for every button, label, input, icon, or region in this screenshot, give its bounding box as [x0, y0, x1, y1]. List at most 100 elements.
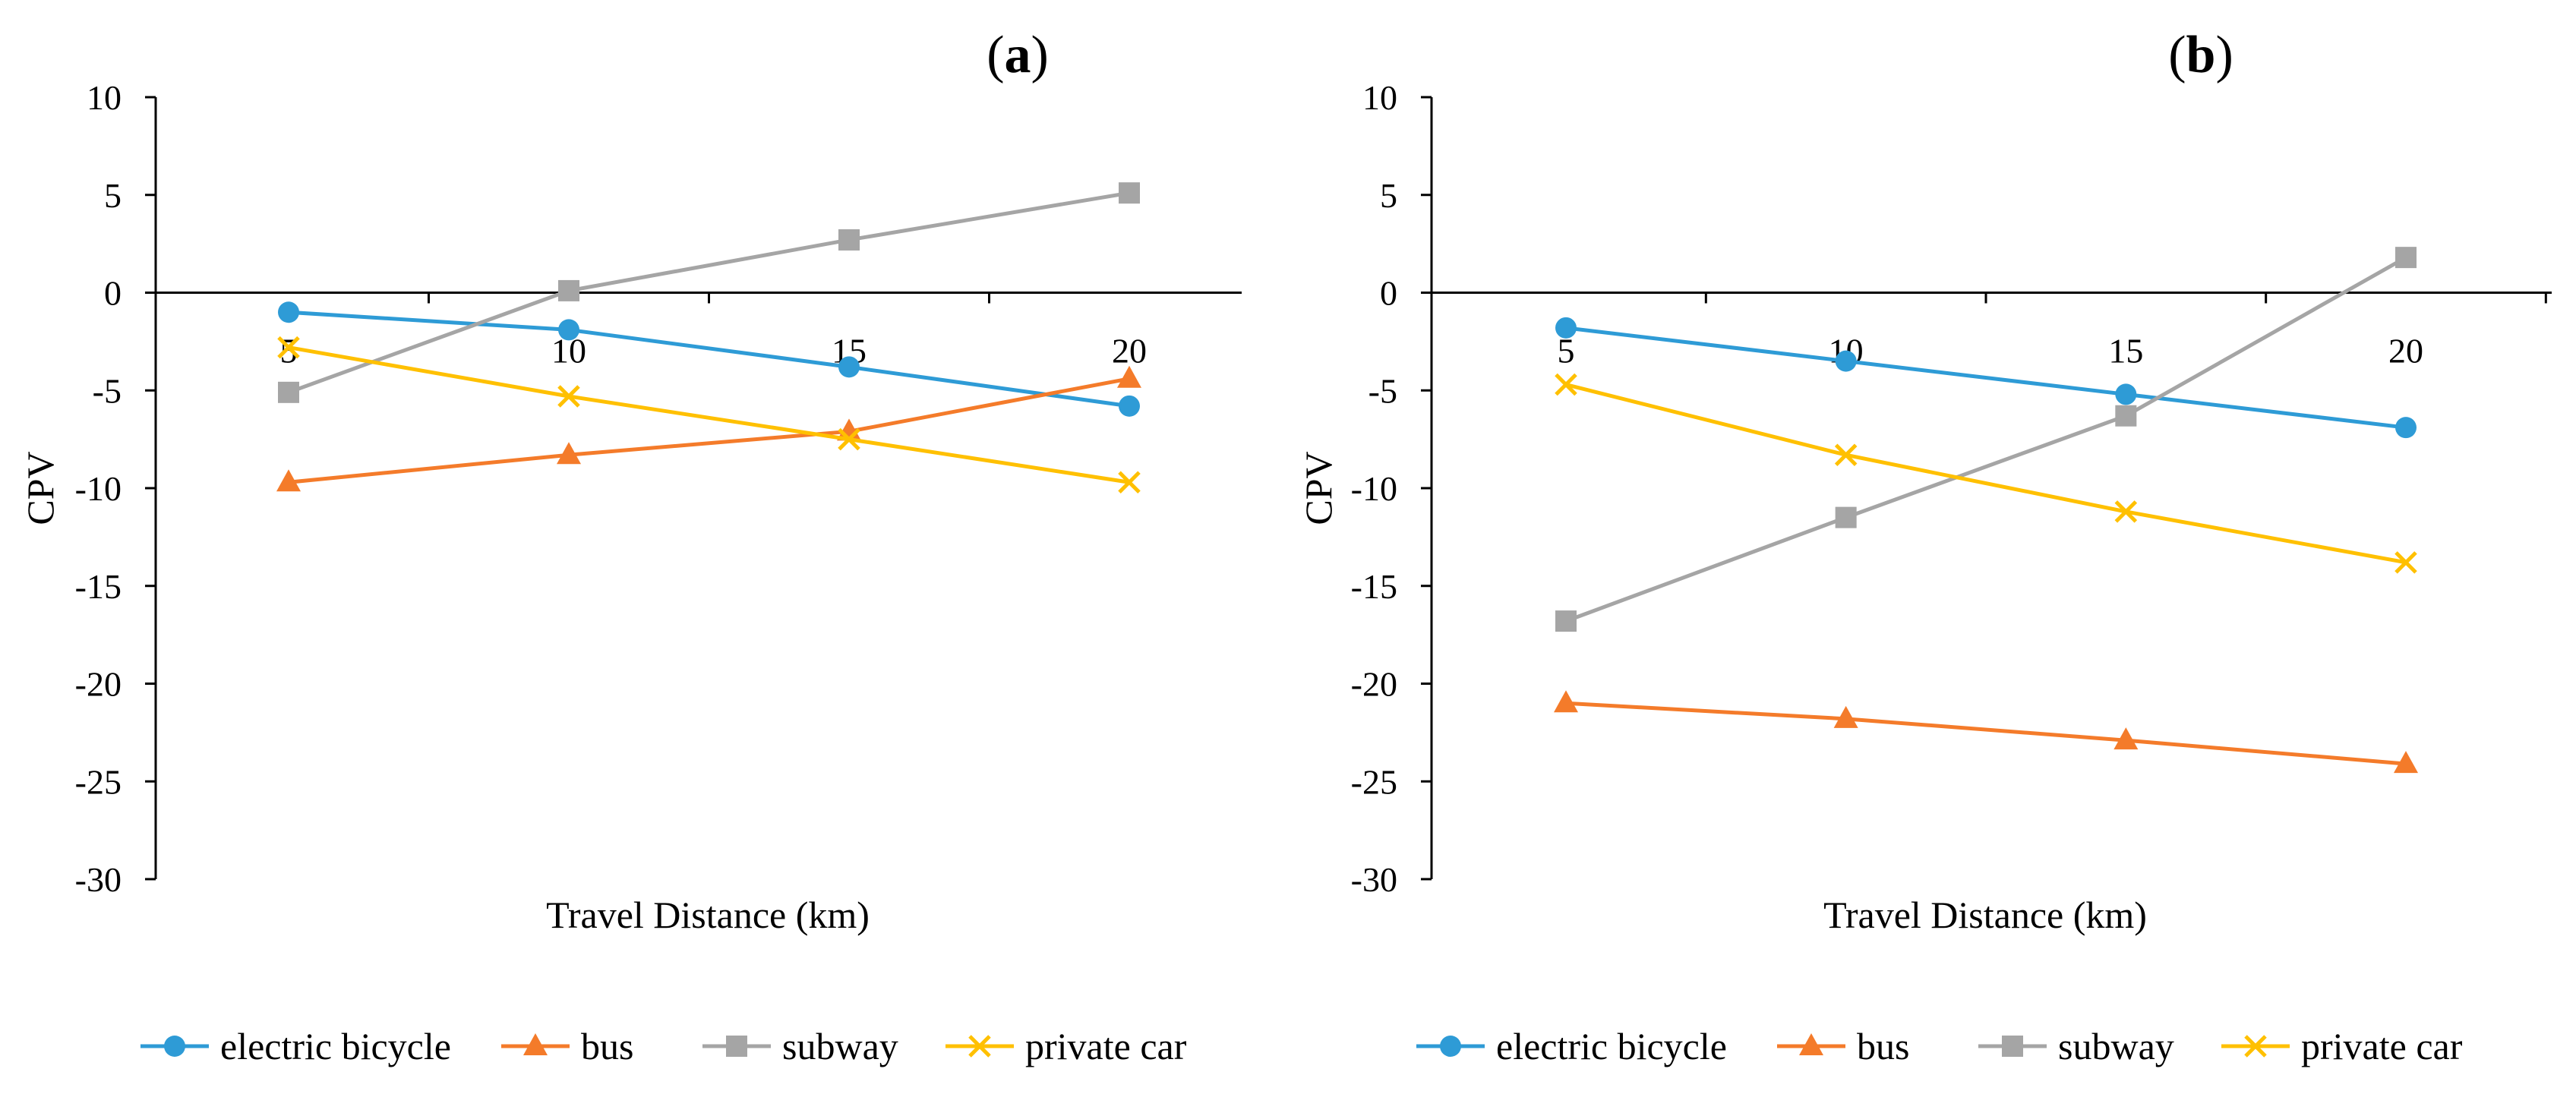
data-point-electric-bicycle — [1555, 317, 1577, 339]
y-tick-label: -25 — [1351, 762, 1397, 801]
legend-label: bus — [1857, 1025, 1909, 1067]
series-bus — [276, 365, 1141, 492]
data-point-private-car — [2394, 551, 2417, 574]
legend-label: subway — [782, 1025, 898, 1067]
x-tick-label: 15 — [2108, 332, 2143, 370]
data-point-bus — [557, 442, 581, 465]
data-point-bus — [2114, 727, 2139, 750]
y-tick-label: -5 — [93, 371, 122, 410]
series-private-car — [1555, 373, 2417, 574]
legend-marker — [2244, 1035, 2267, 1058]
data-point-subway — [278, 381, 299, 403]
legend-item-private-car: private car — [2221, 1025, 2463, 1067]
y-axis-title: CPV — [1297, 451, 1340, 525]
data-point-private-car — [277, 336, 300, 359]
legend-item-private-car: private car — [945, 1025, 1187, 1067]
series-line-subway — [1565, 255, 2407, 623]
legend-marker — [968, 1035, 991, 1058]
series-line-electric-bicycle — [1565, 326, 2407, 430]
data-point-bus — [276, 469, 301, 492]
y-tick-label: 0 — [104, 274, 122, 313]
legend-marker — [1799, 1033, 1823, 1055]
series-private-car — [277, 336, 1141, 494]
legend: electric bicycle bus subway private car — [1416, 1025, 2463, 1067]
data-point-bus — [1117, 365, 1141, 388]
y-tick-label: 10 — [87, 78, 122, 117]
data-point-private-car — [1118, 471, 1141, 494]
legend-item-bus: bus — [501, 1025, 633, 1067]
legend-label: private car — [1025, 1025, 1187, 1067]
series-line-private-car — [1565, 383, 2407, 565]
y-tick-label: 10 — [1362, 78, 1397, 117]
legend-marker — [164, 1036, 185, 1057]
data-point-private-car — [1834, 443, 1858, 466]
x-tick-label: 20 — [2388, 332, 2423, 370]
series-line-electric-bicycle — [288, 310, 1130, 408]
legend-marker — [523, 1033, 548, 1055]
legend-marker — [1440, 1036, 1461, 1057]
data-point-electric-bicycle — [2395, 417, 2417, 439]
data-point-electric-bicycle — [1835, 350, 1857, 372]
series-electric-bicycle — [278, 301, 1140, 417]
data-point-bus — [1833, 705, 1858, 728]
data-point-private-car — [557, 385, 580, 408]
x-tick-label: 20 — [1112, 332, 1147, 370]
panel-label: (b) — [2168, 26, 2233, 84]
series-line-private-car — [288, 345, 1130, 484]
series-subway — [278, 182, 1140, 403]
legend-label: subway — [2058, 1025, 2174, 1067]
series-line-bus — [1565, 701, 2407, 766]
series-line-bus — [288, 377, 1130, 484]
data-point-subway — [1555, 610, 1577, 632]
y-tick-label: -15 — [1351, 567, 1397, 606]
legend-label: electric bicycle — [1496, 1025, 1727, 1067]
y-tick-label: 0 — [1380, 274, 1397, 313]
series-subway — [1555, 247, 2417, 632]
data-point-subway — [838, 229, 860, 251]
legend: electric bicycle bus subway private car — [140, 1025, 1187, 1067]
data-point-electric-bicycle — [558, 319, 579, 341]
data-point-electric-bicycle — [278, 301, 299, 323]
x-tick-label: 5 — [280, 332, 298, 370]
data-point-bus — [2394, 751, 2418, 774]
series-bus — [1554, 690, 2418, 774]
data-point-subway — [1835, 506, 1857, 528]
x-axis-title: Travel Distance (km) — [1823, 894, 2147, 936]
x-tick-label: 5 — [1558, 332, 1575, 370]
x-axis-title: Travel Distance (km) — [546, 894, 870, 936]
y-tick-label: -5 — [1368, 371, 1397, 410]
data-point-private-car — [1555, 373, 1577, 396]
legend-item-bus: bus — [1777, 1025, 1909, 1067]
y-axis-title: CPV — [19, 451, 62, 525]
series-electric-bicycle — [1555, 317, 2417, 439]
data-point-private-car — [838, 427, 860, 451]
legend-label: private car — [2301, 1025, 2463, 1067]
panel-label: (a) — [987, 26, 1049, 84]
series-line-subway — [288, 191, 1130, 395]
data-point-subway — [2395, 247, 2417, 269]
data-point-subway — [2115, 405, 2137, 427]
legend-item-subway: subway — [1978, 1025, 2174, 1067]
data-point-electric-bicycle — [1119, 395, 1140, 417]
data-point-electric-bicycle — [2115, 383, 2137, 405]
y-tick-label: -25 — [75, 762, 122, 801]
data-point-private-car — [2114, 500, 2138, 523]
data-point-subway — [1119, 182, 1140, 204]
y-tick-label: 5 — [104, 176, 122, 215]
legend-marker — [2002, 1036, 2023, 1057]
y-tick-label: 5 — [1380, 176, 1397, 215]
legend-label: electric bicycle — [220, 1025, 451, 1067]
legend-item-electric-bicycle: electric bicycle — [1416, 1025, 1727, 1067]
y-tick-label: -20 — [1351, 665, 1397, 704]
legend-item-electric-bicycle: electric bicycle — [140, 1025, 451, 1067]
legend-marker — [726, 1036, 747, 1057]
legend-item-subway: subway — [702, 1025, 898, 1067]
y-tick-label: -15 — [75, 567, 122, 606]
y-tick-label: -30 — [1351, 860, 1397, 899]
data-point-electric-bicycle — [838, 356, 860, 378]
data-point-subway — [558, 279, 579, 301]
y-tick-label: -10 — [1351, 469, 1397, 508]
